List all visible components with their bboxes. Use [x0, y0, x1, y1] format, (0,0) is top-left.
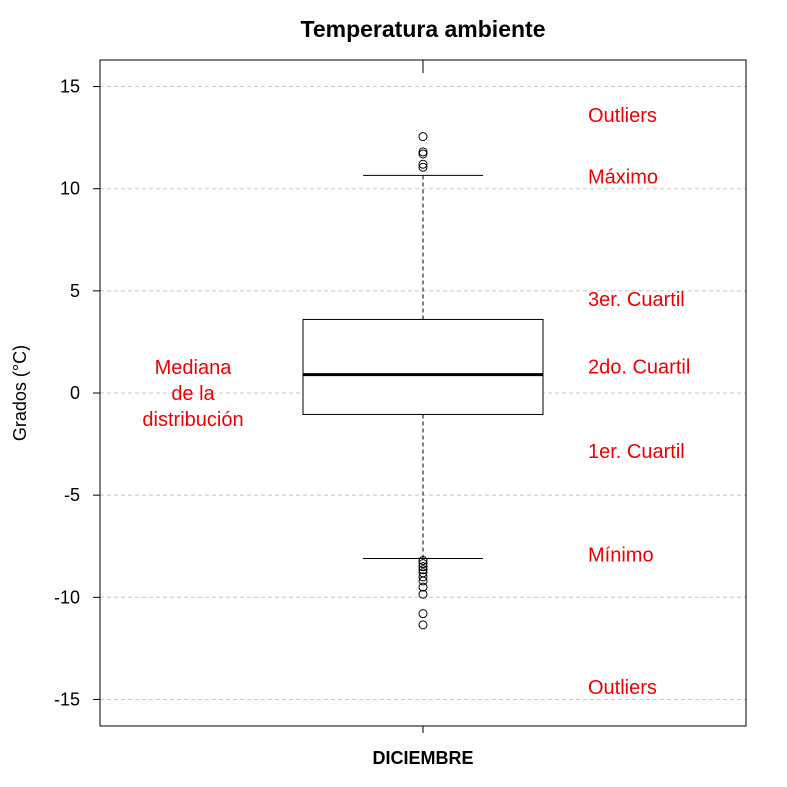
y-tick-label: 10	[60, 179, 80, 199]
annotation-maximo: Máximo	[588, 166, 658, 188]
annotation-segundo-cuartil: 2do. Cuartil	[588, 356, 690, 378]
outlier-point	[418, 582, 428, 592]
iqr-box	[302, 318, 544, 415]
y-tick-label: -15	[54, 689, 80, 709]
outlier-point	[418, 576, 428, 586]
annotation-tercer-cuartil: 3er. Cuartil	[588, 289, 685, 311]
outlier-point	[418, 132, 428, 142]
annotation-mediana: Mediana	[155, 357, 233, 379]
annotation-mediana: de la	[171, 383, 215, 405]
outlier-point	[418, 162, 428, 172]
outlier-point	[418, 589, 428, 599]
outlier-point	[418, 559, 428, 569]
annotation-outliers-top: Outliers	[588, 105, 657, 127]
outlier-point	[418, 159, 428, 169]
outlier-point	[418, 620, 428, 630]
annotation-minimo: Mínimo	[588, 544, 654, 566]
chart-title: Temperatura ambiente	[301, 16, 546, 42]
x-axis-label: DICIEMBRE	[372, 748, 473, 768]
annotation-outliers-bottom: Outliers	[588, 677, 657, 699]
outlier-point	[418, 149, 428, 159]
box-plot	[302, 132, 544, 630]
y-axis: 15 10 5 0 -5 -10 -15	[54, 60, 424, 733]
y-tick-label: -5	[64, 485, 80, 505]
y-tick-label: 0	[70, 383, 80, 403]
outlier-point	[418, 562, 428, 572]
annotation-mediana: distribución	[142, 409, 243, 431]
outlier-point	[418, 147, 428, 157]
outlier-point	[418, 572, 428, 582]
y-tick-label: -10	[54, 587, 80, 607]
y-axis-label: Grados (°C)	[10, 345, 30, 441]
annotations: Outliers Máximo 3er. Cuartil 2do. Cuartil 1e…	[142, 105, 690, 699]
y-tick-label: 15	[60, 77, 80, 97]
annotation-primer-cuartil: 1er. Cuartil	[588, 441, 685, 463]
outlier-point	[418, 556, 428, 566]
y-tick-label: 5	[70, 281, 80, 301]
outlier-point	[418, 609, 428, 619]
outlier-point	[418, 565, 428, 575]
